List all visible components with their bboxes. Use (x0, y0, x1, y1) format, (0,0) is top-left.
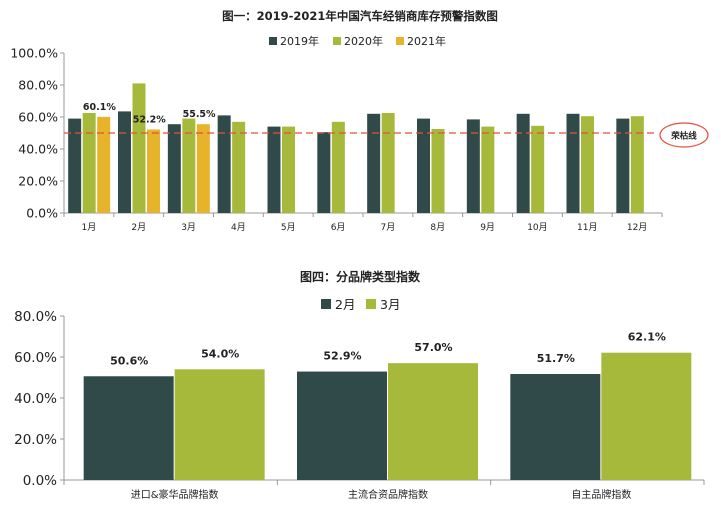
chart-1-bar (217, 115, 231, 213)
chart-1-y-tick-label: 60.0% (18, 110, 58, 125)
chart-2-data-label: 51.7% (537, 352, 575, 365)
chart-2-legend: 2月 3月 (321, 297, 400, 312)
chart-1-legend-label: 2019年 (280, 34, 319, 48)
chart-1-bar (466, 119, 480, 213)
chart-1-bar (616, 118, 630, 213)
chart-1-x-tick-label: 12月 (627, 222, 647, 233)
chart-1-title: 图一：2019-2021年中国汽车经销商库存预警指数图 (222, 9, 498, 23)
chart-2: 图四：分品牌类型指数 2月 3月 0.0% 20.0% 40.0% 60.0% 80.0%… (14, 269, 705, 501)
chart-1-bar (630, 116, 644, 213)
chart-1-y-tick-label: 0.0% (26, 206, 58, 221)
chart-1-x-tick-label: 8月 (430, 222, 445, 233)
chart-2-y-tick-label: 80.0% (14, 309, 57, 325)
chart-2-bar (297, 371, 387, 480)
chart-2-bars: 50.6% 54.0% 52.9% 57.0% 51.7% 62.1% (83, 331, 692, 480)
chart-1-x-tick-label: 4月 (231, 222, 246, 233)
chart-1-reference-label: 荣枯线 (670, 131, 697, 142)
chart-2-data-label: 57.0% (414, 341, 452, 354)
chart-1-bar (417, 118, 430, 213)
chart-2-bar (510, 374, 601, 480)
chart-1-bar (182, 118, 196, 213)
chart-1-bar (147, 129, 160, 213)
chart-1-bar (531, 125, 545, 213)
chart-1-x-tick-label: 10月 (527, 222, 547, 233)
chart-1-legend: 2019年 2020年 2021年 (269, 34, 446, 48)
chart-1-bar (196, 124, 210, 213)
chart-1: 图一：2019-2021年中国汽车经销商库存预警指数图 2019年 2020年 20… (10, 9, 709, 233)
chart-1-y-tick-label: 100.0% (10, 46, 58, 61)
chart-2-x-tick-label: 进口&豪华品牌指数 (131, 488, 219, 501)
chart-1-bar (481, 126, 495, 213)
chart-1-bar (97, 116, 111, 213)
chart-1-x-tick-label: 2月 (131, 222, 146, 233)
chart-1-legend-label: 2021年 (407, 34, 446, 48)
chart-1-x-tick-label: 7月 (381, 222, 396, 233)
chart-1-reference-line: 荣枯线 (64, 122, 709, 148)
chart-2-legend-swatch (366, 299, 376, 309)
chart-1-bar (267, 126, 281, 213)
chart-2-legend-label: 2月 (335, 297, 355, 312)
chart-1-legend-label: 2020年 (344, 34, 383, 48)
chart-2-x-tick-label: 主流合资品牌指数 (348, 488, 428, 501)
chart-1-bar (367, 113, 381, 213)
chart-1-bar (566, 113, 580, 213)
chart-1-bar (317, 132, 331, 213)
chart-2-bar (83, 376, 174, 480)
chart-2-data-label: 62.1% (628, 331, 666, 344)
chart-1-data-label: 52.2% (133, 114, 166, 125)
chart-1-bar (331, 121, 345, 213)
chart-2-legend-swatch (321, 299, 331, 309)
chart-1-bar (381, 113, 395, 213)
chart-1-bar (282, 126, 295, 213)
chart-1-legend-swatch (396, 37, 404, 45)
chart-2-legend-label: 3月 (380, 297, 400, 312)
chart-1-x-tick-label: 3月 (181, 222, 196, 233)
chart-1-axes: 0.0% 20.0% 40.0% 60.0% 80.0% 100.0% 1月 2月 3月 4月 5月… (10, 46, 663, 233)
chart-1-bar (132, 83, 146, 214)
chart-1-x-tick-label: 11月 (577, 222, 597, 233)
chart-1-x-tick-label: 9月 (480, 222, 495, 233)
chart-1-y-tick-label: 80.0% (18, 78, 58, 93)
chart-2-title: 图四：分品牌类型指数 (300, 269, 421, 284)
chart-1-bar (68, 118, 82, 213)
chart-1-reference-label-oval (659, 122, 709, 148)
chart-2-bar (174, 369, 265, 480)
chart-1-x-tick-label: 5月 (281, 222, 296, 233)
chart-1-bar (82, 113, 96, 213)
chart-1-bar (167, 124, 181, 213)
chart-2-y-tick-label: 20.0% (14, 432, 57, 448)
chart-1-bar (118, 111, 131, 213)
chart-1-bar (581, 116, 594, 213)
chart-1-bar (431, 129, 445, 213)
chart-1-data-label: 55.5% (183, 109, 216, 120)
chart-2-data-label: 52.9% (323, 350, 361, 363)
chart-2-x-tick-label: 自主品牌指数 (571, 488, 631, 501)
chart-1-legend-swatch (269, 37, 277, 45)
chart-1-x-tick-label: 6月 (331, 222, 346, 233)
chart-1-y-tick-label: 20.0% (18, 174, 58, 189)
chart-1-x-tick-label: 1月 (82, 222, 97, 233)
chart-1-legend-swatch (333, 37, 341, 45)
chart-2-data-label: 50.6% (110, 354, 148, 367)
chart-2-bar (601, 352, 692, 480)
chart-2-data-label: 54.0% (201, 347, 239, 360)
chart-1-data-label: 60.1% (83, 102, 116, 113)
chart-1-y-tick-label: 40.0% (18, 142, 58, 157)
chart-2-y-tick-label: 40.0% (14, 391, 57, 407)
chart-2-y-tick-label: 0.0% (23, 473, 57, 489)
chart-1-bar (232, 121, 246, 213)
chart-1-bar (516, 113, 530, 213)
chart-2-y-tick-label: 60.0% (14, 350, 57, 366)
chart-2-bar (388, 363, 478, 480)
chart-1-bars: 60.1% 52.2% 55.5% (68, 83, 644, 214)
